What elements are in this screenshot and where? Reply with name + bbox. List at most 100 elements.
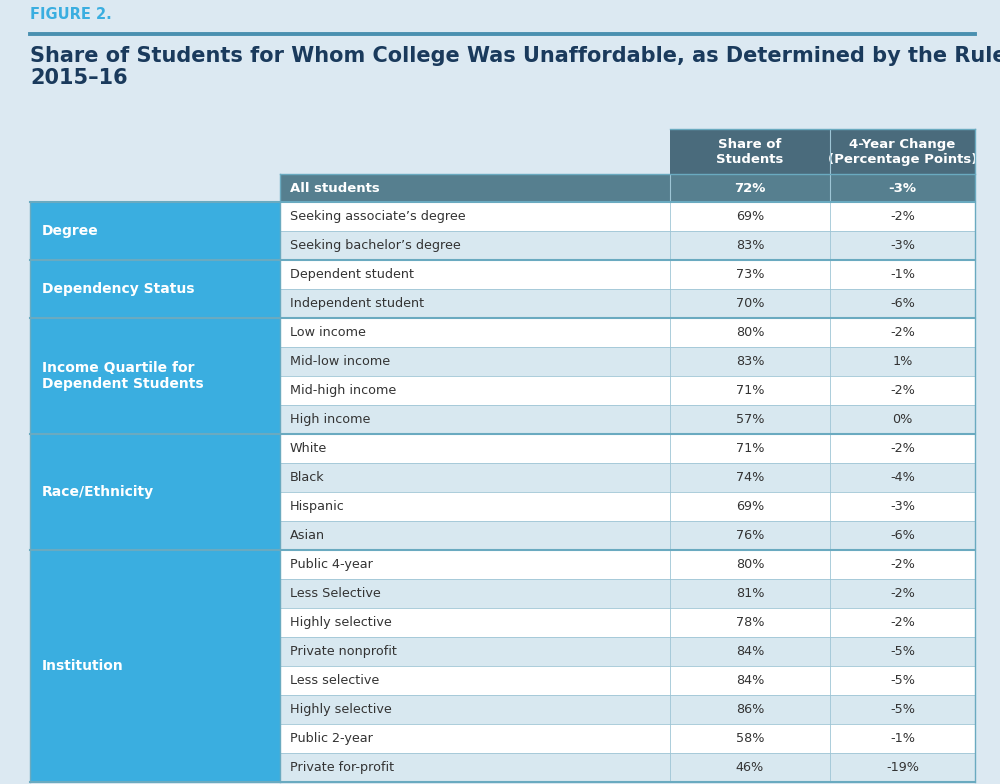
Text: Asian: Asian <box>290 529 325 542</box>
Text: -1%: -1% <box>890 732 915 745</box>
Text: 80%: 80% <box>736 326 764 339</box>
Text: White: White <box>290 442 327 455</box>
Text: Income Quartile for
Dependent Students: Income Quartile for Dependent Students <box>42 361 204 391</box>
Text: 80%: 80% <box>736 558 764 571</box>
Text: -5%: -5% <box>890 645 915 658</box>
Bar <box>280 695 975 724</box>
Text: 83%: 83% <box>736 239 764 252</box>
Bar <box>280 174 975 202</box>
Text: 84%: 84% <box>736 645 764 658</box>
Bar <box>30 318 280 434</box>
Bar <box>670 129 975 174</box>
Text: 76%: 76% <box>736 529 764 542</box>
Bar <box>280 347 975 376</box>
Bar <box>280 405 975 434</box>
Text: 69%: 69% <box>736 210 764 223</box>
Text: 70%: 70% <box>736 297 764 310</box>
Text: Less selective: Less selective <box>290 674 379 687</box>
Text: Highly selective: Highly selective <box>290 616 392 629</box>
Text: 78%: 78% <box>736 616 764 629</box>
Text: 83%: 83% <box>736 355 764 368</box>
Bar <box>280 434 975 463</box>
Text: 46%: 46% <box>736 761 764 774</box>
Bar <box>280 260 975 289</box>
Text: -6%: -6% <box>890 529 915 542</box>
Text: 1%: 1% <box>892 355 913 368</box>
Bar <box>30 202 280 260</box>
Text: -3%: -3% <box>890 239 915 252</box>
Text: 58%: 58% <box>736 732 764 745</box>
Text: -19%: -19% <box>886 761 919 774</box>
Text: 69%: 69% <box>736 500 764 513</box>
Bar <box>280 550 975 579</box>
Bar <box>280 521 975 550</box>
Text: Less Selective: Less Selective <box>290 587 381 600</box>
Bar <box>280 202 975 231</box>
Bar <box>280 666 975 695</box>
Bar <box>30 260 280 318</box>
Text: -6%: -6% <box>890 297 915 310</box>
Bar <box>280 289 975 318</box>
Text: Public 4-year: Public 4-year <box>290 558 373 571</box>
Text: 0%: 0% <box>892 413 913 426</box>
Text: -2%: -2% <box>890 442 915 455</box>
Text: Mid-low income: Mid-low income <box>290 355 390 368</box>
Text: -2%: -2% <box>890 587 915 600</box>
Bar <box>30 550 280 782</box>
Text: Private nonprofit: Private nonprofit <box>290 645 397 658</box>
Text: 4-Year Change
(Percentage Points): 4-Year Change (Percentage Points) <box>828 137 977 165</box>
Bar <box>280 753 975 782</box>
Text: Degree: Degree <box>42 224 99 238</box>
Text: Dependent student: Dependent student <box>290 268 414 281</box>
Text: 71%: 71% <box>736 384 764 397</box>
Text: Mid-high income: Mid-high income <box>290 384 396 397</box>
Bar <box>280 318 975 347</box>
Text: All students: All students <box>290 182 380 194</box>
Text: 74%: 74% <box>736 471 764 484</box>
Bar <box>280 637 975 666</box>
Text: 84%: 84% <box>736 674 764 687</box>
Bar <box>280 724 975 753</box>
Text: 72%: 72% <box>734 182 766 194</box>
Text: Share of
Students: Share of Students <box>716 137 784 165</box>
Text: Highly selective: Highly selective <box>290 703 392 716</box>
Text: 73%: 73% <box>736 268 764 281</box>
Text: -4%: -4% <box>890 471 915 484</box>
Text: Black: Black <box>290 471 325 484</box>
Text: High income: High income <box>290 413 370 426</box>
Text: -2%: -2% <box>890 326 915 339</box>
Text: Seeking bachelor’s degree: Seeking bachelor’s degree <box>290 239 461 252</box>
Bar <box>280 492 975 521</box>
Text: Institution: Institution <box>42 659 124 673</box>
Text: -2%: -2% <box>890 384 915 397</box>
Text: Public 2-year: Public 2-year <box>290 732 373 745</box>
Text: 2015–16: 2015–16 <box>30 68 128 88</box>
Text: -2%: -2% <box>890 210 915 223</box>
Text: -2%: -2% <box>890 558 915 571</box>
Bar <box>30 434 280 550</box>
Text: -5%: -5% <box>890 674 915 687</box>
Text: 57%: 57% <box>736 413 764 426</box>
Bar <box>280 376 975 405</box>
Text: Hispanic: Hispanic <box>290 500 345 513</box>
Bar <box>280 231 975 260</box>
Text: -3%: -3% <box>890 500 915 513</box>
Text: Dependency Status: Dependency Status <box>42 282 194 296</box>
Text: Share of Students for Whom College Was Unaffordable, as Determined by the Rule o: Share of Students for Whom College Was U… <box>30 46 1000 66</box>
Text: Seeking associate’s degree: Seeking associate’s degree <box>290 210 466 223</box>
Text: 86%: 86% <box>736 703 764 716</box>
Text: FIGURE 2.: FIGURE 2. <box>30 7 112 22</box>
Bar <box>280 579 975 608</box>
Text: Race/Ethnicity: Race/Ethnicity <box>42 485 154 499</box>
Text: Low income: Low income <box>290 326 366 339</box>
Text: 71%: 71% <box>736 442 764 455</box>
Bar <box>280 608 975 637</box>
Text: -2%: -2% <box>890 616 915 629</box>
Text: Private for-profit: Private for-profit <box>290 761 394 774</box>
Text: 81%: 81% <box>736 587 764 600</box>
Text: -1%: -1% <box>890 268 915 281</box>
Bar <box>280 463 975 492</box>
Text: Independent student: Independent student <box>290 297 424 310</box>
Text: -5%: -5% <box>890 703 915 716</box>
Text: -3%: -3% <box>889 182 916 194</box>
